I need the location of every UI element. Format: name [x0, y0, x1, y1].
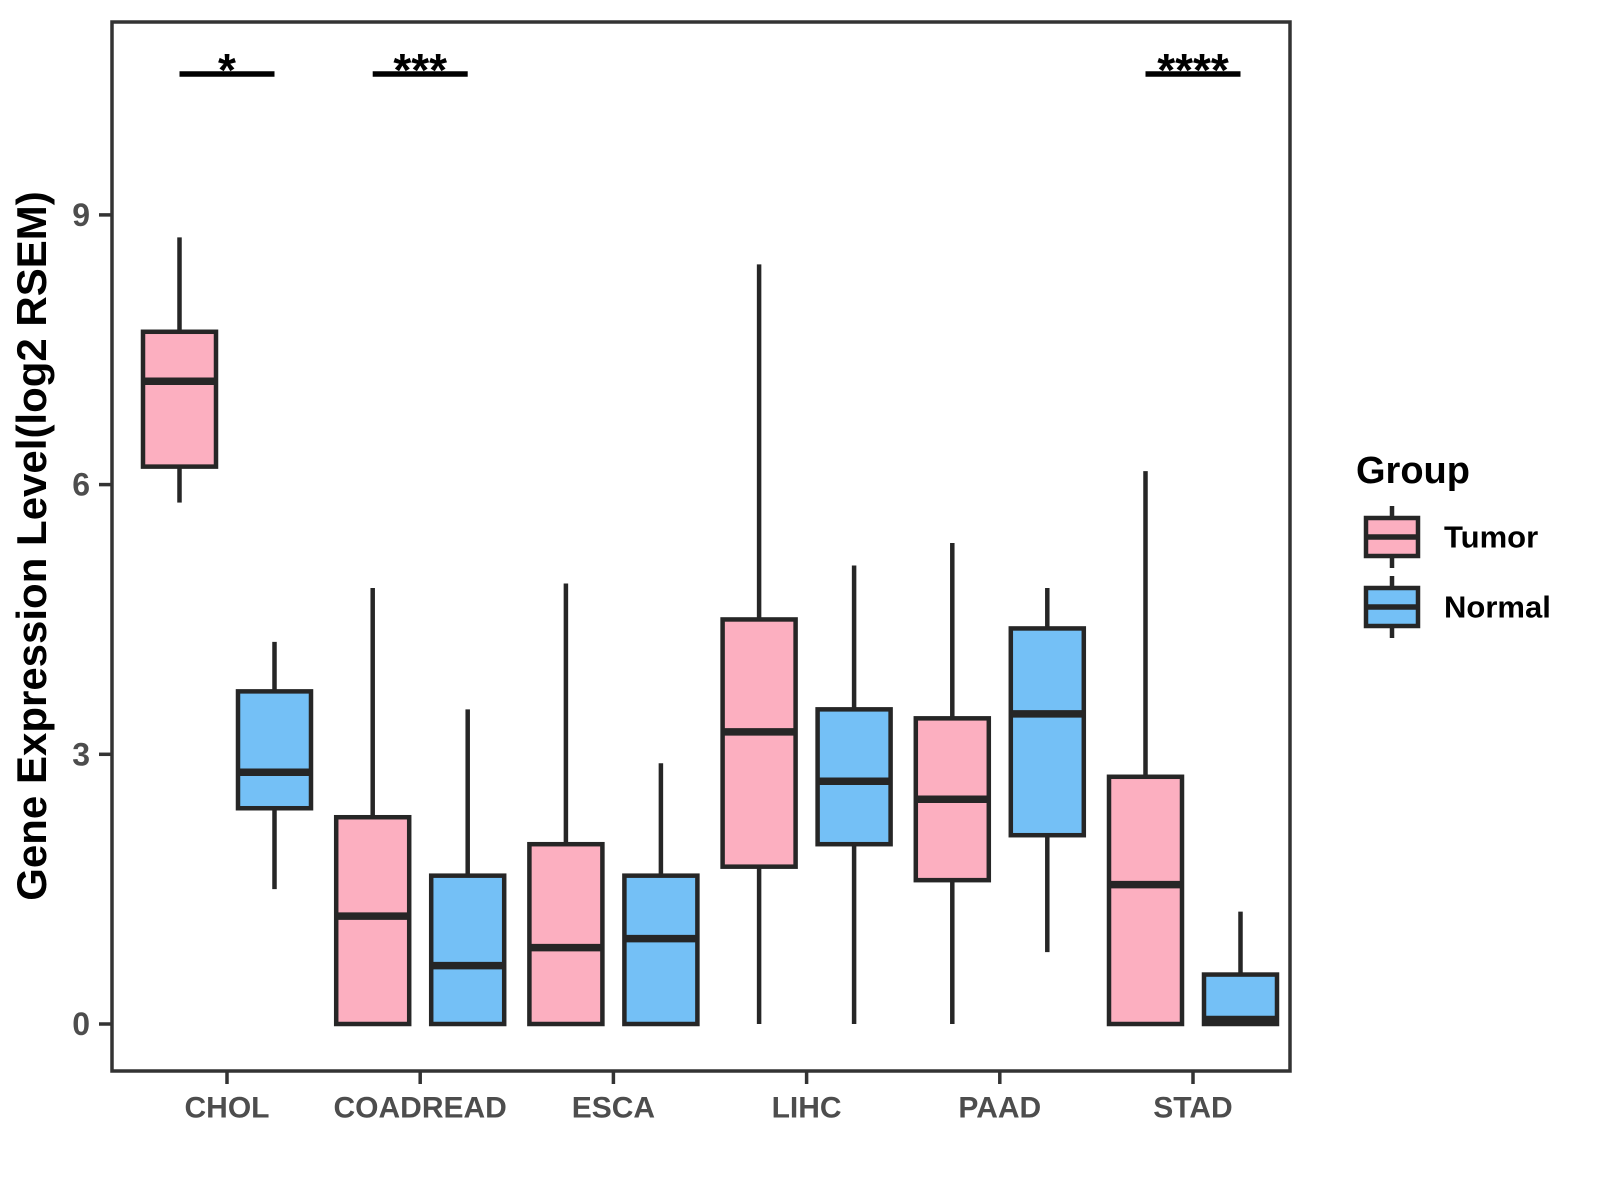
significance-stars-stad: **** — [1157, 44, 1229, 96]
significance-stars-chol: * — [218, 44, 236, 96]
box-chol-tumor — [140, 329, 219, 469]
legend-title: Group — [1356, 450, 1470, 492]
x-axis-label-chol: CHOL — [185, 1092, 270, 1125]
box-stad-tumor — [1106, 774, 1185, 1027]
box-lihc-tumor — [720, 617, 798, 869]
box-chol-normal — [235, 689, 314, 811]
box-esca-tumor — [527, 841, 605, 1027]
x-axis-label-esca: ESCA — [572, 1092, 655, 1125]
y-axis-tick-label: 3 — [72, 736, 90, 772]
box-paad-normal — [1008, 626, 1087, 838]
plot-panel-border — [110, 20, 1292, 1073]
y-axis-title: Gene Expression Level(log2 RSEM) — [8, 191, 55, 901]
y-axis-tick-label: 9 — [72, 197, 90, 233]
x-axis-label-coadread: COADREAD — [334, 1092, 507, 1125]
x-axis-label-paad: PAAD — [958, 1092, 1041, 1125]
y-axis-tick-label: 6 — [72, 467, 90, 503]
legend-label-tumor: Tumor — [1444, 520, 1538, 555]
box-lihc-normal — [815, 707, 893, 847]
legend-label-normal: Normal — [1444, 590, 1551, 625]
box-esca-normal — [622, 873, 700, 1027]
box-coadread-normal — [428, 873, 507, 1027]
box-coadread-tumor — [333, 814, 412, 1027]
x-axis-label-lihc: LIHC — [772, 1092, 842, 1125]
y-axis-tick-label: 0 — [72, 1006, 90, 1042]
significance-stars-coadread: *** — [393, 44, 447, 96]
x-axis-label-stad: STAD — [1153, 1092, 1232, 1125]
